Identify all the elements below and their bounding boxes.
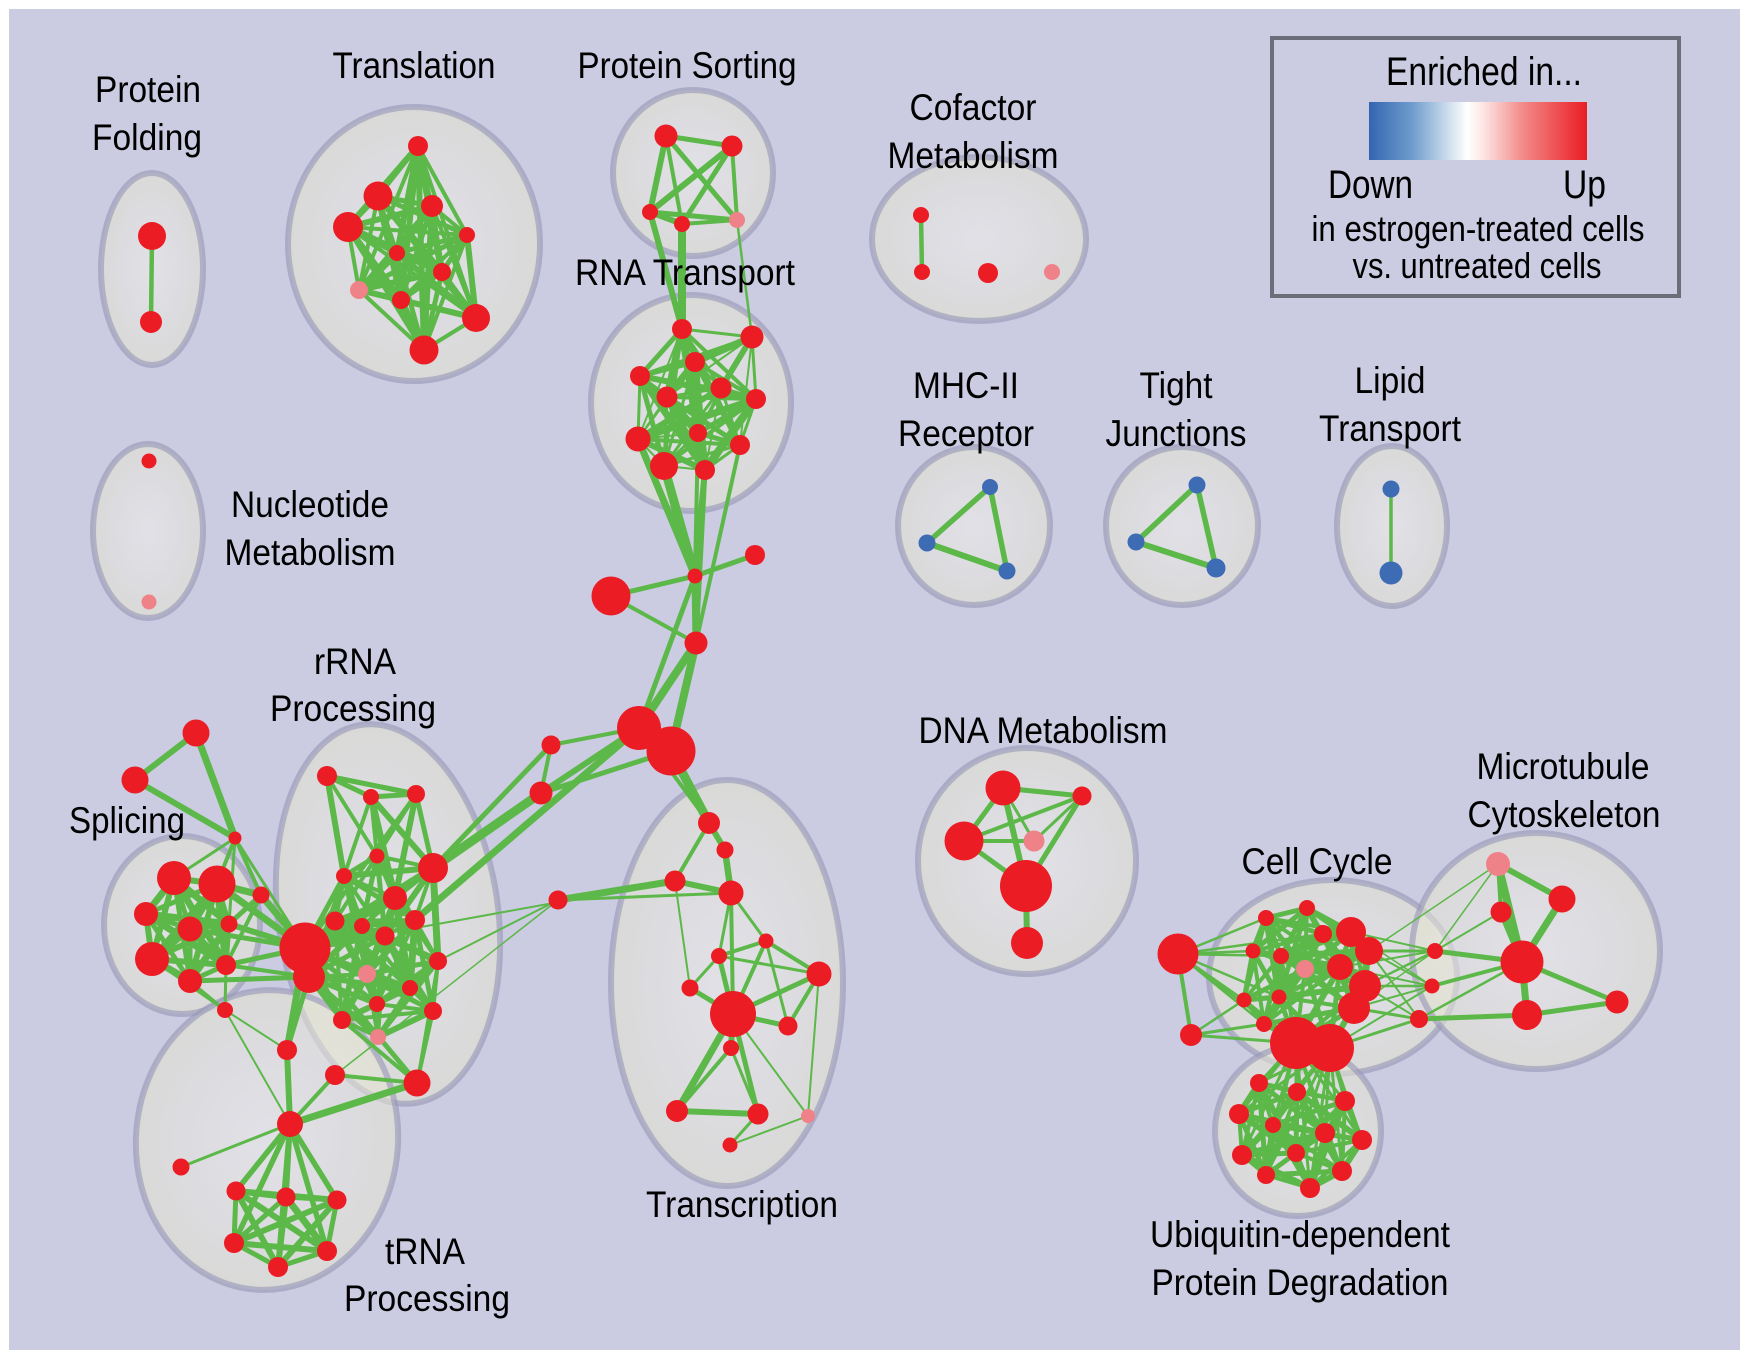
svg-text:Enriched in...: Enriched in... <box>1386 50 1582 94</box>
svg-text:Metabolism: Metabolism <box>888 135 1059 176</box>
svg-text:Cofactor: Cofactor <box>910 87 1037 128</box>
svg-text:Up: Up <box>1563 163 1606 207</box>
svg-text:Transcription: Transcription <box>646 1184 838 1225</box>
svg-text:tRNA: tRNA <box>385 1231 465 1272</box>
svg-text:Folding: Folding <box>92 117 202 158</box>
svg-text:in estrogen-treated cells: in estrogen-treated cells <box>1312 208 1645 249</box>
svg-text:vs. untreated cells: vs. untreated cells <box>1353 245 1602 286</box>
svg-text:Cell Cycle: Cell Cycle <box>1242 841 1393 882</box>
svg-text:Ubiquitin-dependent: Ubiquitin-dependent <box>1150 1214 1451 1255</box>
svg-text:Protein: Protein <box>95 69 201 110</box>
svg-text:Cytoskeleton: Cytoskeleton <box>1468 794 1661 835</box>
svg-text:RNA Transport: RNA Transport <box>575 252 796 293</box>
svg-text:Tight: Tight <box>1140 365 1214 406</box>
svg-text:Protein Sorting: Protein Sorting <box>578 45 797 86</box>
svg-text:Splicing: Splicing <box>69 800 185 841</box>
svg-text:Processing: Processing <box>344 1278 510 1319</box>
svg-text:Translation: Translation <box>333 45 496 86</box>
svg-text:DNA Metabolism: DNA Metabolism <box>919 710 1168 751</box>
svg-text:Down: Down <box>1328 163 1413 207</box>
svg-text:Microtubule: Microtubule <box>1477 746 1650 787</box>
svg-text:Processing: Processing <box>270 688 436 729</box>
svg-text:Transport: Transport <box>1319 408 1462 449</box>
svg-text:Lipid: Lipid <box>1355 360 1426 401</box>
svg-text:Nucleotide: Nucleotide <box>231 484 389 525</box>
svg-text:rRNA: rRNA <box>314 641 396 682</box>
svg-text:Junctions: Junctions <box>1106 413 1247 454</box>
svg-text:Protein Degradation: Protein Degradation <box>1152 1262 1449 1303</box>
svg-text:Receptor: Receptor <box>898 413 1034 454</box>
svg-text:MHC-II: MHC-II <box>913 365 1019 406</box>
svg-text:Metabolism: Metabolism <box>225 532 396 573</box>
